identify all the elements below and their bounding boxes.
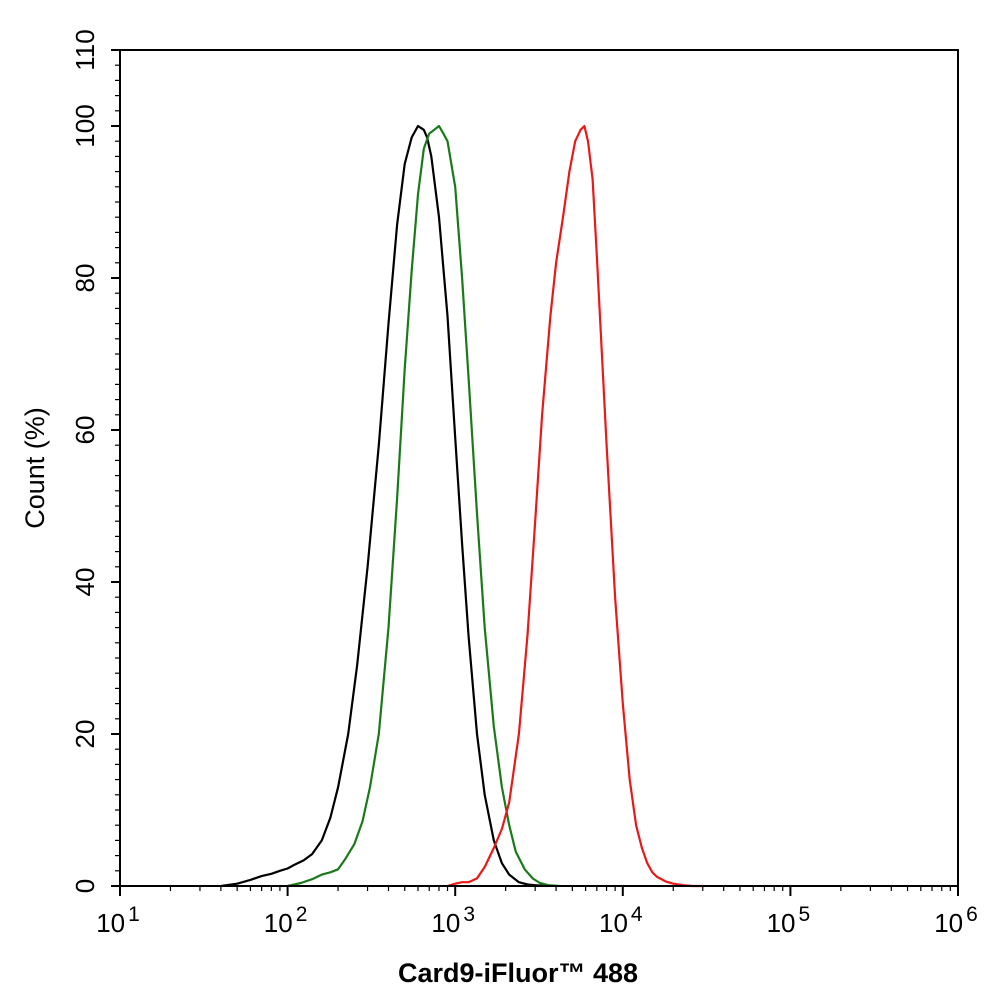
x-tick-base: 10 xyxy=(599,908,628,938)
x-axis: 10 1 10 2 10 3 10 4 10 5 10 6 xyxy=(96,886,978,938)
x-tick-exponent: 4 xyxy=(631,903,643,926)
x-tick-exponent: 2 xyxy=(296,903,308,926)
series-3-line xyxy=(447,124,703,888)
x-axis-label: Card9-iFluor™ 488 xyxy=(398,958,638,988)
y-axis-label: Count (%) xyxy=(20,407,50,529)
x-tick-label: 10 3 xyxy=(431,903,475,938)
x-tick-label: 10 5 xyxy=(767,903,811,938)
x-tick-label: 10 6 xyxy=(934,903,978,938)
y-tick-label: 60 xyxy=(70,416,100,445)
x-tick-base: 10 xyxy=(934,908,963,938)
x-tick-base: 10 xyxy=(264,908,293,938)
plot-curves xyxy=(220,124,703,888)
x-tick-base: 10 xyxy=(431,908,460,938)
series-2-line xyxy=(287,124,560,888)
y-tick-label: 100 xyxy=(70,104,100,147)
y-axis: 0 20 40 60 80 100 110 xyxy=(70,29,120,893)
x-tick-exponent: 3 xyxy=(463,903,475,926)
y-tick-label: 110 xyxy=(70,29,100,70)
x-tick-base: 10 xyxy=(96,908,125,938)
x-tick-label: 10 2 xyxy=(264,903,308,938)
y-tick-label: 40 xyxy=(70,568,100,597)
plot-frame xyxy=(119,49,959,887)
x-tick-exponent: 1 xyxy=(128,903,140,926)
x-tick-exponent: 6 xyxy=(966,903,978,926)
y-tick-label: 0 xyxy=(70,879,100,893)
y-tick-label: 80 xyxy=(70,264,100,293)
x-tick-label: 10 4 xyxy=(599,903,643,938)
y-tick-label: 20 xyxy=(70,720,100,749)
x-tick-label: 10 1 xyxy=(96,903,140,938)
series-1-line xyxy=(220,124,547,888)
x-tick-exponent: 5 xyxy=(799,903,811,926)
x-tick-base: 10 xyxy=(767,908,796,938)
